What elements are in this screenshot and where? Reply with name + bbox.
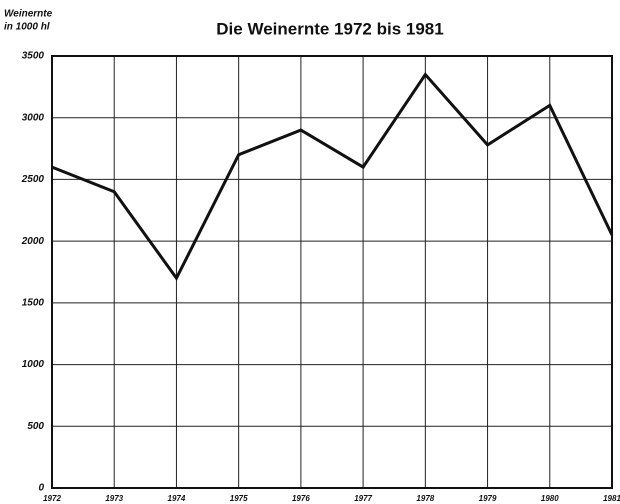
y-axis-label: Weinernte	[4, 9, 53, 20]
y-tick-label: 2500	[21, 174, 45, 185]
chart-title: Die Weinernte 1972 bis 1981	[216, 19, 443, 38]
plot-frame	[51, 55, 613, 489]
x-tick-label: 1979	[479, 494, 497, 503]
y-tick-label: 1500	[22, 297, 45, 308]
x-tick-label: 1981	[603, 494, 620, 503]
y-tick-label: 0	[38, 483, 44, 494]
y-tick-label: 2000	[21, 236, 45, 247]
data-line	[51, 72, 614, 282]
x-tick-label: 1980	[541, 494, 559, 503]
x-tick-label: 1976	[292, 494, 310, 503]
x-tick-label: 1975	[230, 494, 248, 503]
y-tick-label: 1000	[22, 359, 45, 370]
x-tick-label: 1974	[168, 494, 186, 503]
x-tick-label: 1977	[354, 494, 372, 503]
y-tick-label: 3500	[22, 51, 45, 62]
y-axis-label: in 1000 hl	[4, 22, 50, 33]
y-tick-label: 3000	[22, 112, 45, 123]
x-tick-label: 1973	[105, 494, 123, 503]
x-tick-label: 1972	[43, 494, 61, 503]
y-tick-label: 500	[27, 421, 44, 432]
x-tick-label: 1978	[416, 494, 434, 503]
